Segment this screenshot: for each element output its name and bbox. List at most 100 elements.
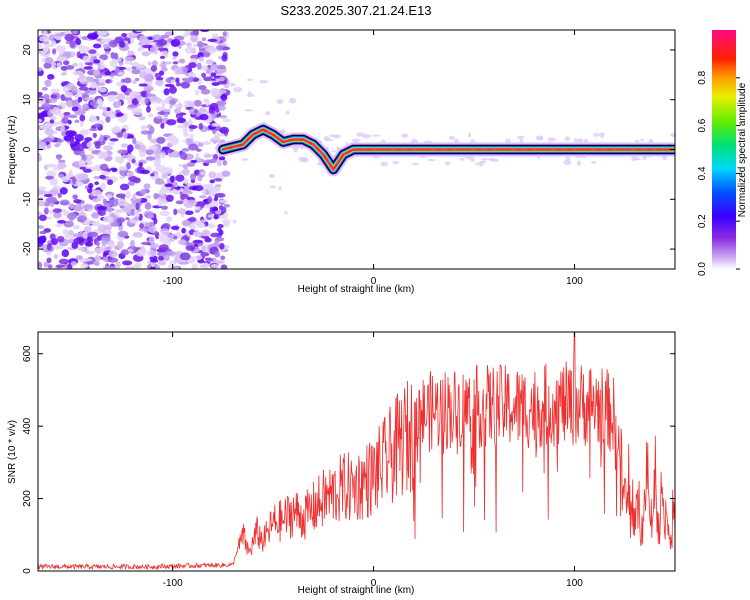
noise-blob [92, 132, 97, 139]
noise-blob [576, 160, 582, 166]
noise-blob [563, 159, 572, 166]
noise-blob [216, 64, 226, 70]
noise-blob [157, 260, 167, 266]
noise-blob [91, 198, 101, 203]
noise-blob [75, 255, 83, 260]
spectrogram-y-tick-label: -20 [22, 241, 33, 256]
noise-blob [159, 62, 167, 69]
noise-blob [125, 190, 131, 199]
noise-blob [106, 107, 111, 112]
noise-blob [219, 126, 230, 134]
noise-blob [99, 134, 104, 143]
figure-title: S233.2025.307.21.24.E13 [280, 3, 431, 18]
noise-blob [137, 166, 143, 172]
noise-blob [108, 200, 119, 207]
noise-blob [91, 221, 96, 226]
noise-blob [188, 76, 195, 81]
noise-blob [99, 174, 106, 180]
noise-blob [210, 87, 220, 96]
noise-blob [117, 149, 128, 154]
noise-blob [131, 158, 136, 164]
noise-blob [214, 251, 221, 258]
noise-blob [276, 99, 284, 104]
noise-blob [156, 136, 166, 144]
noise-blob [53, 254, 59, 259]
noise-blob [108, 250, 118, 258]
noise-blob [93, 247, 105, 254]
noise-blob [107, 94, 117, 102]
spectrogram-y-axis-title: Frequency (Hz) [7, 116, 18, 185]
noise-blob [157, 39, 168, 46]
noise-blob [218, 76, 225, 82]
noise-blob [199, 195, 207, 199]
colorbar-tick-label: 0.4 [697, 166, 708, 180]
noise-blob [168, 260, 177, 265]
noise-blob [223, 221, 230, 228]
noise-blob [138, 83, 148, 87]
noise-blob [144, 222, 152, 228]
noise-blob [44, 202, 51, 207]
noise-blob [59, 187, 68, 195]
noise-blob [71, 85, 78, 93]
noise-blob [573, 137, 578, 143]
noise-blob [191, 263, 198, 269]
noise-blob [536, 137, 544, 141]
noise-blob [85, 241, 94, 247]
noise-blob [123, 77, 132, 84]
noise-blob [152, 149, 162, 155]
noise-blob [175, 200, 184, 205]
noise-blob [42, 93, 50, 101]
noise-blob [212, 206, 219, 212]
noise-blob [95, 241, 101, 247]
noise-blob [222, 160, 228, 166]
noise-blob [184, 210, 194, 216]
noise-blob [219, 199, 228, 204]
noise-blob [139, 197, 148, 203]
noise-blob [107, 216, 114, 224]
noise-blob [216, 100, 227, 106]
noise-blob [184, 46, 196, 54]
noise-blob [633, 157, 642, 161]
noise-blob [93, 175, 101, 180]
noise-blob [72, 62, 79, 67]
noise-blob [154, 72, 162, 79]
noise-blob [139, 70, 148, 79]
noise-blob [427, 158, 436, 162]
noise-blob [200, 252, 210, 257]
noise-blob [204, 237, 212, 243]
colorbar-gradient [712, 30, 736, 269]
noise-blob [53, 211, 62, 219]
noise-blob [122, 260, 133, 266]
noise-blob [82, 168, 92, 173]
noise-blob [669, 132, 675, 138]
noise-blob [481, 157, 489, 161]
noise-blob [119, 175, 126, 180]
noise-blob [99, 106, 108, 110]
noise-blob [210, 72, 217, 77]
noise-blob [72, 176, 77, 185]
noise-blob [148, 236, 155, 244]
noise-blob [192, 230, 202, 237]
noise-blob [48, 34, 55, 42]
noise-blob [149, 259, 159, 263]
noise-blob [89, 81, 97, 89]
noise-blob [98, 87, 107, 93]
noise-blob [161, 99, 166, 108]
noise-blob [66, 99, 73, 108]
noise-blob [109, 60, 118, 68]
noise-blob [168, 139, 179, 146]
snr-panel: -100 0 100 0 200 400 600 Height of straight li… [7, 331, 676, 596]
noise-blob [222, 118, 231, 123]
noise-blob [97, 224, 107, 232]
snr-y-axis-title: SNR (10 * v/v) [7, 420, 18, 484]
noise-blob [565, 155, 571, 161]
noise-blob [100, 182, 106, 191]
noise-blob [170, 225, 180, 230]
noise-blob [172, 51, 179, 57]
noise-blob [144, 97, 149, 104]
noise-blob [199, 219, 206, 223]
noise-blob [64, 91, 73, 98]
noise-blob [210, 232, 221, 238]
noise-blob [183, 100, 195, 104]
snr-x-tick-label: -100 [163, 578, 183, 589]
